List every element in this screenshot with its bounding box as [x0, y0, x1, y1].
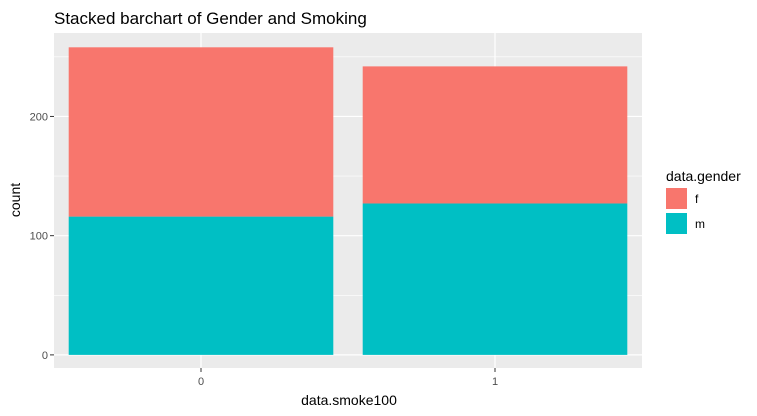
- bars: [68, 47, 628, 355]
- legend-key-m: [666, 213, 687, 234]
- legend-key-f: [666, 188, 687, 209]
- y-tick-label: 200: [30, 111, 48, 123]
- y-axis-ticks: 0 100 200: [30, 111, 54, 362]
- y-tick-label: 0: [42, 350, 48, 362]
- y-tick-label: 100: [30, 231, 48, 243]
- bar-f-1: [362, 66, 628, 204]
- x-tick-label: 0: [198, 376, 204, 388]
- legend-title: data.gender: [666, 168, 741, 184]
- bar-m-0: [68, 216, 334, 355]
- legend-label-m: m: [695, 217, 705, 231]
- y-axis-title: count: [7, 183, 23, 217]
- legend: data.gender fm: [666, 168, 741, 234]
- x-tick-label: 1: [492, 376, 498, 388]
- bar-m-1: [362, 203, 628, 355]
- legend-label-f: f: [695, 192, 699, 206]
- x-axis-title: data.smoke100: [301, 392, 397, 408]
- chart-title: Stacked barchart of Gender and Smoking: [54, 9, 367, 28]
- bar-f-0: [68, 47, 334, 217]
